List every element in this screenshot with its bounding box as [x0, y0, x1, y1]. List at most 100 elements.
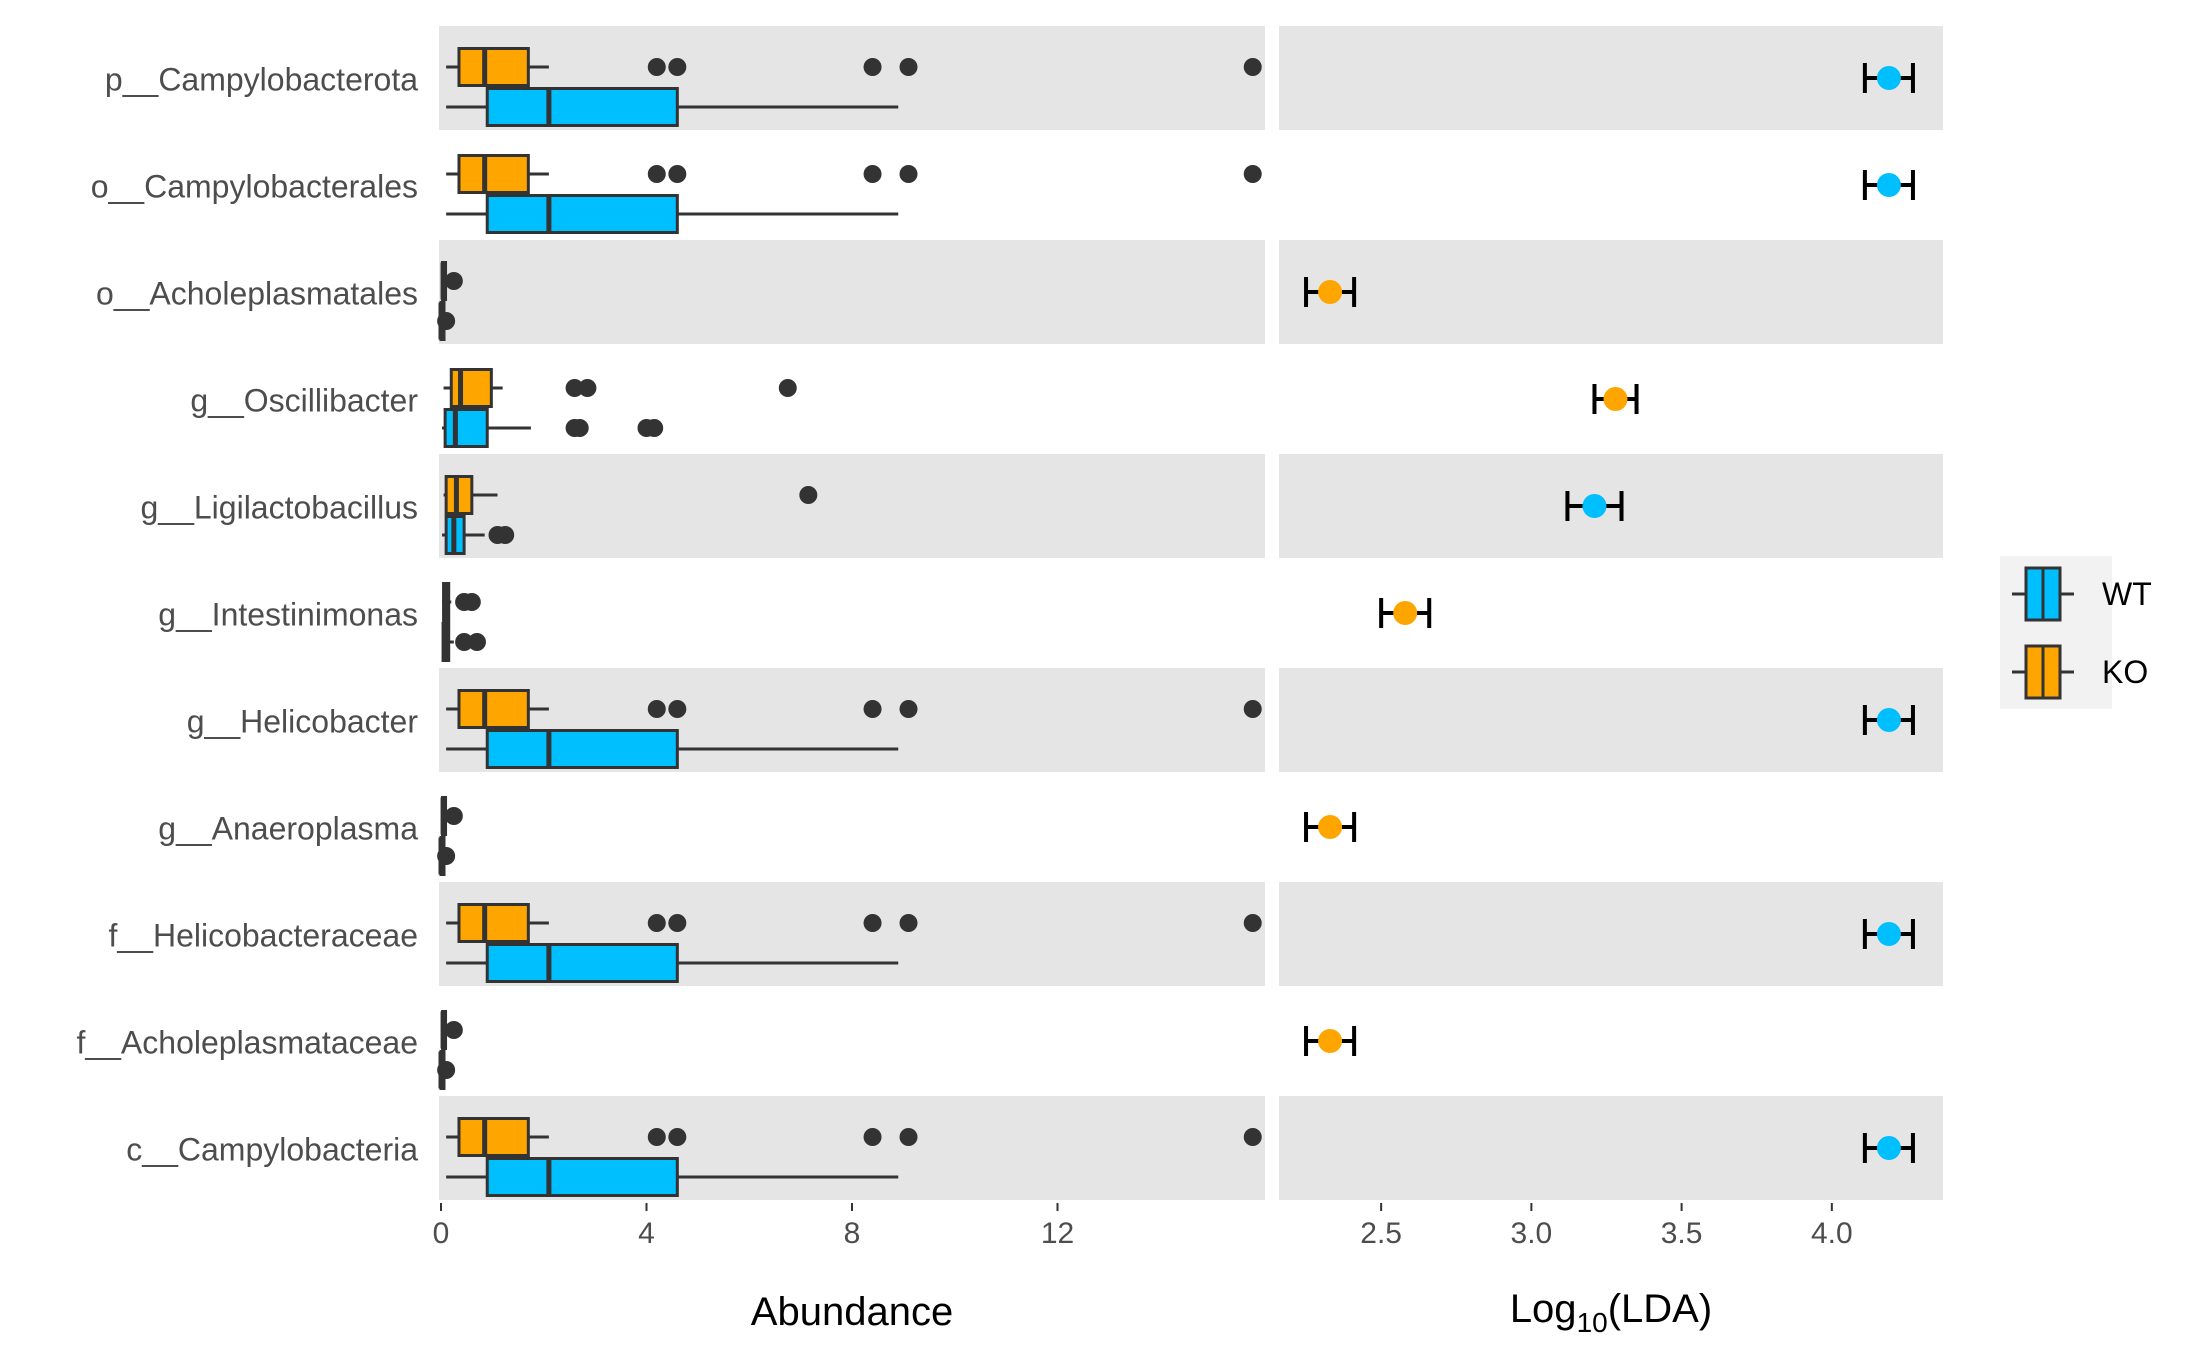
legend-key-wt	[2012, 566, 2074, 622]
lda-point	[1393, 601, 1418, 625]
outlier-point	[455, 633, 474, 651]
category-label: f__Helicobacteraceae	[108, 918, 418, 954]
lda-tick-label: 3.0	[1511, 1217, 1553, 1250]
box-ko	[440, 261, 463, 301]
box-ko	[442, 582, 481, 622]
outlier-point	[645, 419, 664, 437]
box-body	[444, 475, 474, 515]
outlier-point	[647, 914, 666, 932]
lda-axis-title: Log10(LDA)	[1510, 1287, 1712, 1338]
category-label: g__Helicobacter	[187, 704, 419, 740]
box-ko	[446, 154, 1262, 194]
box-body	[485, 87, 679, 127]
box-wt	[437, 301, 456, 341]
lda-point	[1876, 173, 1901, 197]
abundance-tick-label: 8	[844, 1217, 861, 1250]
outlier-point	[444, 807, 463, 825]
lda-mark	[1592, 384, 1639, 414]
box-body	[485, 1157, 679, 1197]
box-ko	[446, 1117, 1262, 1157]
box-wt	[437, 1050, 456, 1090]
box-body	[457, 1117, 530, 1157]
outlier-point	[899, 58, 918, 76]
category-label: o__Campylobacterales	[91, 169, 418, 205]
outlier-point	[1243, 700, 1262, 718]
lda-mark	[1862, 170, 1915, 200]
left-band-2	[439, 240, 1265, 344]
box-ko	[446, 689, 1262, 729]
box-body	[457, 47, 530, 87]
category-label: g__Ligilactobacillus	[140, 490, 418, 526]
lda-axis: 2.5 3.0 3.5 4.0	[1360, 1203, 1853, 1250]
outlier-point	[799, 486, 818, 504]
legend-label-ko: KO	[2102, 654, 2148, 690]
box-body	[443, 408, 489, 448]
lda-point	[1876, 1136, 1901, 1160]
box-wt	[442, 408, 664, 448]
outlier-point	[778, 379, 797, 397]
category-label: o__Acholeplasmatales	[96, 276, 418, 312]
abundance-axis: 0 4 8 12	[433, 1203, 1074, 1250]
box-wt	[437, 836, 456, 876]
right-band-8	[1279, 882, 1943, 986]
outlier-point	[863, 700, 882, 718]
outlier-point	[496, 526, 515, 544]
box-ko	[440, 796, 463, 836]
outlier-point	[647, 1128, 666, 1146]
legend-key-ko	[2012, 644, 2074, 700]
abundance-axis-title: Abundance	[751, 1290, 953, 1334]
category-bands	[439, 26, 1943, 1200]
outlier-point	[444, 272, 463, 290]
lda-mark	[1862, 705, 1915, 735]
lda-point	[1318, 815, 1343, 839]
legend-label-wt: WT	[2102, 576, 2152, 612]
box-body	[449, 368, 493, 408]
outlier-point	[462, 593, 481, 611]
outlier-point	[647, 58, 666, 76]
category-label: p__Campylobacterota	[105, 62, 418, 98]
lda-mark	[1304, 277, 1357, 307]
lda-point	[1876, 708, 1901, 732]
outlier-point	[863, 914, 882, 932]
box-ko	[443, 368, 797, 408]
box-wt	[446, 87, 899, 127]
lda-mark	[1862, 1133, 1915, 1163]
lda-point	[1318, 1029, 1343, 1053]
box-body	[485, 943, 679, 983]
lda-tick-label: 4.0	[1811, 1217, 1853, 1250]
box-body	[485, 194, 679, 234]
lda-panel	[1304, 63, 1915, 1163]
right-band-10	[1279, 1096, 1943, 1200]
outlier-point	[899, 165, 918, 183]
lda-point	[1582, 494, 1607, 518]
box-ko	[446, 903, 1262, 943]
outlier-point	[437, 1061, 456, 1079]
outlier-point	[1243, 58, 1262, 76]
outlier-point	[467, 633, 486, 651]
box-wt	[446, 943, 899, 983]
lda-mark	[1304, 812, 1357, 842]
outlier-point	[668, 165, 687, 183]
abundance-tick-label: 4	[638, 1217, 655, 1250]
outlier-point	[668, 1128, 687, 1146]
box-body	[457, 903, 530, 943]
category-label: g__Oscillibacter	[190, 383, 418, 419]
outlier-point	[668, 700, 687, 718]
right-band-0	[1279, 26, 1943, 130]
legend: WT KO	[2000, 556, 2152, 709]
lda-axis-title-rest: (LDA)	[1608, 1287, 1712, 1331]
outlier-point	[899, 1128, 918, 1146]
lda-tick-label: 3.5	[1661, 1217, 1703, 1250]
category-label: c__Campylobacteria	[126, 1132, 418, 1168]
outlier-point	[668, 914, 687, 932]
outlier-point	[1243, 914, 1262, 932]
outlier-point	[437, 312, 456, 330]
lda-point	[1318, 280, 1343, 304]
box-wt	[446, 1157, 899, 1197]
lda-point	[1876, 922, 1901, 946]
box-ko	[440, 1010, 463, 1050]
outlier-point	[570, 419, 589, 437]
lda-tick-label: 2.5	[1360, 1217, 1402, 1250]
outlier-point	[647, 700, 666, 718]
